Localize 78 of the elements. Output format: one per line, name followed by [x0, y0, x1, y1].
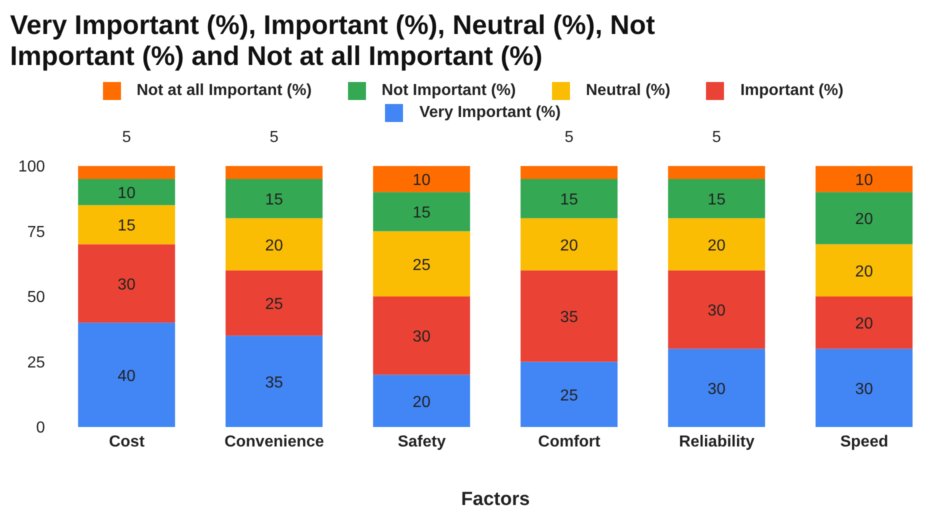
data-label: 5 [270, 129, 279, 146]
bar [816, 166, 913, 192]
data-label: 15 [708, 192, 726, 209]
data-label: 15 [265, 192, 284, 209]
data-label: 5 [712, 129, 722, 146]
bar [668, 270, 766, 349]
data-label: 30 [708, 380, 726, 398]
x-tick-label: Cost [108, 433, 146, 450]
bar [668, 179, 766, 218]
bar [373, 166, 470, 192]
bar [226, 270, 323, 336]
bar [373, 192, 470, 232]
data-label: 10 [118, 185, 136, 202]
x-tick-label: Safety [398, 433, 446, 450]
data-label: 20 [708, 237, 726, 254]
bar [226, 179, 323, 218]
bar [816, 296, 913, 349]
bar [78, 322, 176, 427]
bar [816, 348, 913, 427]
bar [520, 362, 618, 427]
data-label: 20 [855, 263, 874, 280]
y-tick-label: 25 [27, 354, 46, 372]
data-label: 30 [412, 328, 431, 346]
x-tick-label: Comfort [538, 433, 602, 450]
bar [816, 192, 913, 244]
data-label: 15 [118, 218, 136, 235]
legend-label: Neutral (%) [586, 82, 670, 100]
bar [668, 348, 766, 427]
data-label: 20 [560, 237, 578, 254]
bar [226, 336, 323, 427]
data-label: 20 [855, 316, 874, 333]
bar [373, 231, 470, 296]
data-label: 35 [265, 374, 284, 392]
data-label: 10 [412, 172, 431, 190]
bar [520, 270, 618, 362]
y-tick-label: 75 [27, 224, 46, 241]
bar [78, 205, 176, 244]
data-label: 25 [412, 256, 431, 274]
bar [520, 179, 618, 218]
y-tick-label: 50 [27, 289, 46, 306]
x-tick-label: Speed [840, 433, 888, 450]
bar [78, 179, 176, 206]
bar [668, 218, 766, 270]
data-label: 15 [560, 192, 578, 209]
chart-title: Very Important (%), Important (%), Neutral (%), Not Important (%) and Not at all Important (%) [9, 9, 656, 72]
bar [373, 296, 470, 375]
data-label: 5 [564, 129, 574, 146]
data-label: 25 [560, 387, 578, 404]
data-label: 35 [560, 309, 578, 326]
data-label: 5 [122, 129, 132, 146]
y-tick-label: 100 [18, 158, 46, 176]
data-label: 20 [855, 211, 874, 228]
bar [78, 244, 176, 323]
bar [520, 218, 618, 270]
legend-label: Not Important (%) [382, 82, 516, 100]
data-label: 30 [118, 276, 136, 294]
bar [520, 166, 618, 180]
data-label: 15 [412, 204, 431, 222]
data-label: 10 [855, 172, 874, 190]
data-label: 20 [265, 237, 284, 254]
legend-label: Very Important (%) [419, 104, 561, 122]
data-label: 40 [118, 368, 136, 385]
x-axis-title: Factors [460, 489, 531, 511]
data-label: 30 [855, 380, 874, 398]
bar [226, 218, 323, 270]
data-label: 20 [412, 394, 431, 411]
bar [226, 166, 323, 180]
bar [668, 166, 766, 180]
bar [78, 166, 176, 180]
data-label: 30 [708, 302, 726, 320]
x-tick-label: Reliability [678, 433, 755, 450]
y-tick-label: 0 [36, 420, 46, 437]
data-label: 25 [265, 296, 284, 314]
bar [373, 374, 470, 427]
bar [816, 244, 913, 296]
legend-label: Important (%) [740, 82, 844, 100]
x-tick-label: Convenience [224, 433, 324, 450]
legend-label: Not at all Important (%) [136, 82, 312, 100]
